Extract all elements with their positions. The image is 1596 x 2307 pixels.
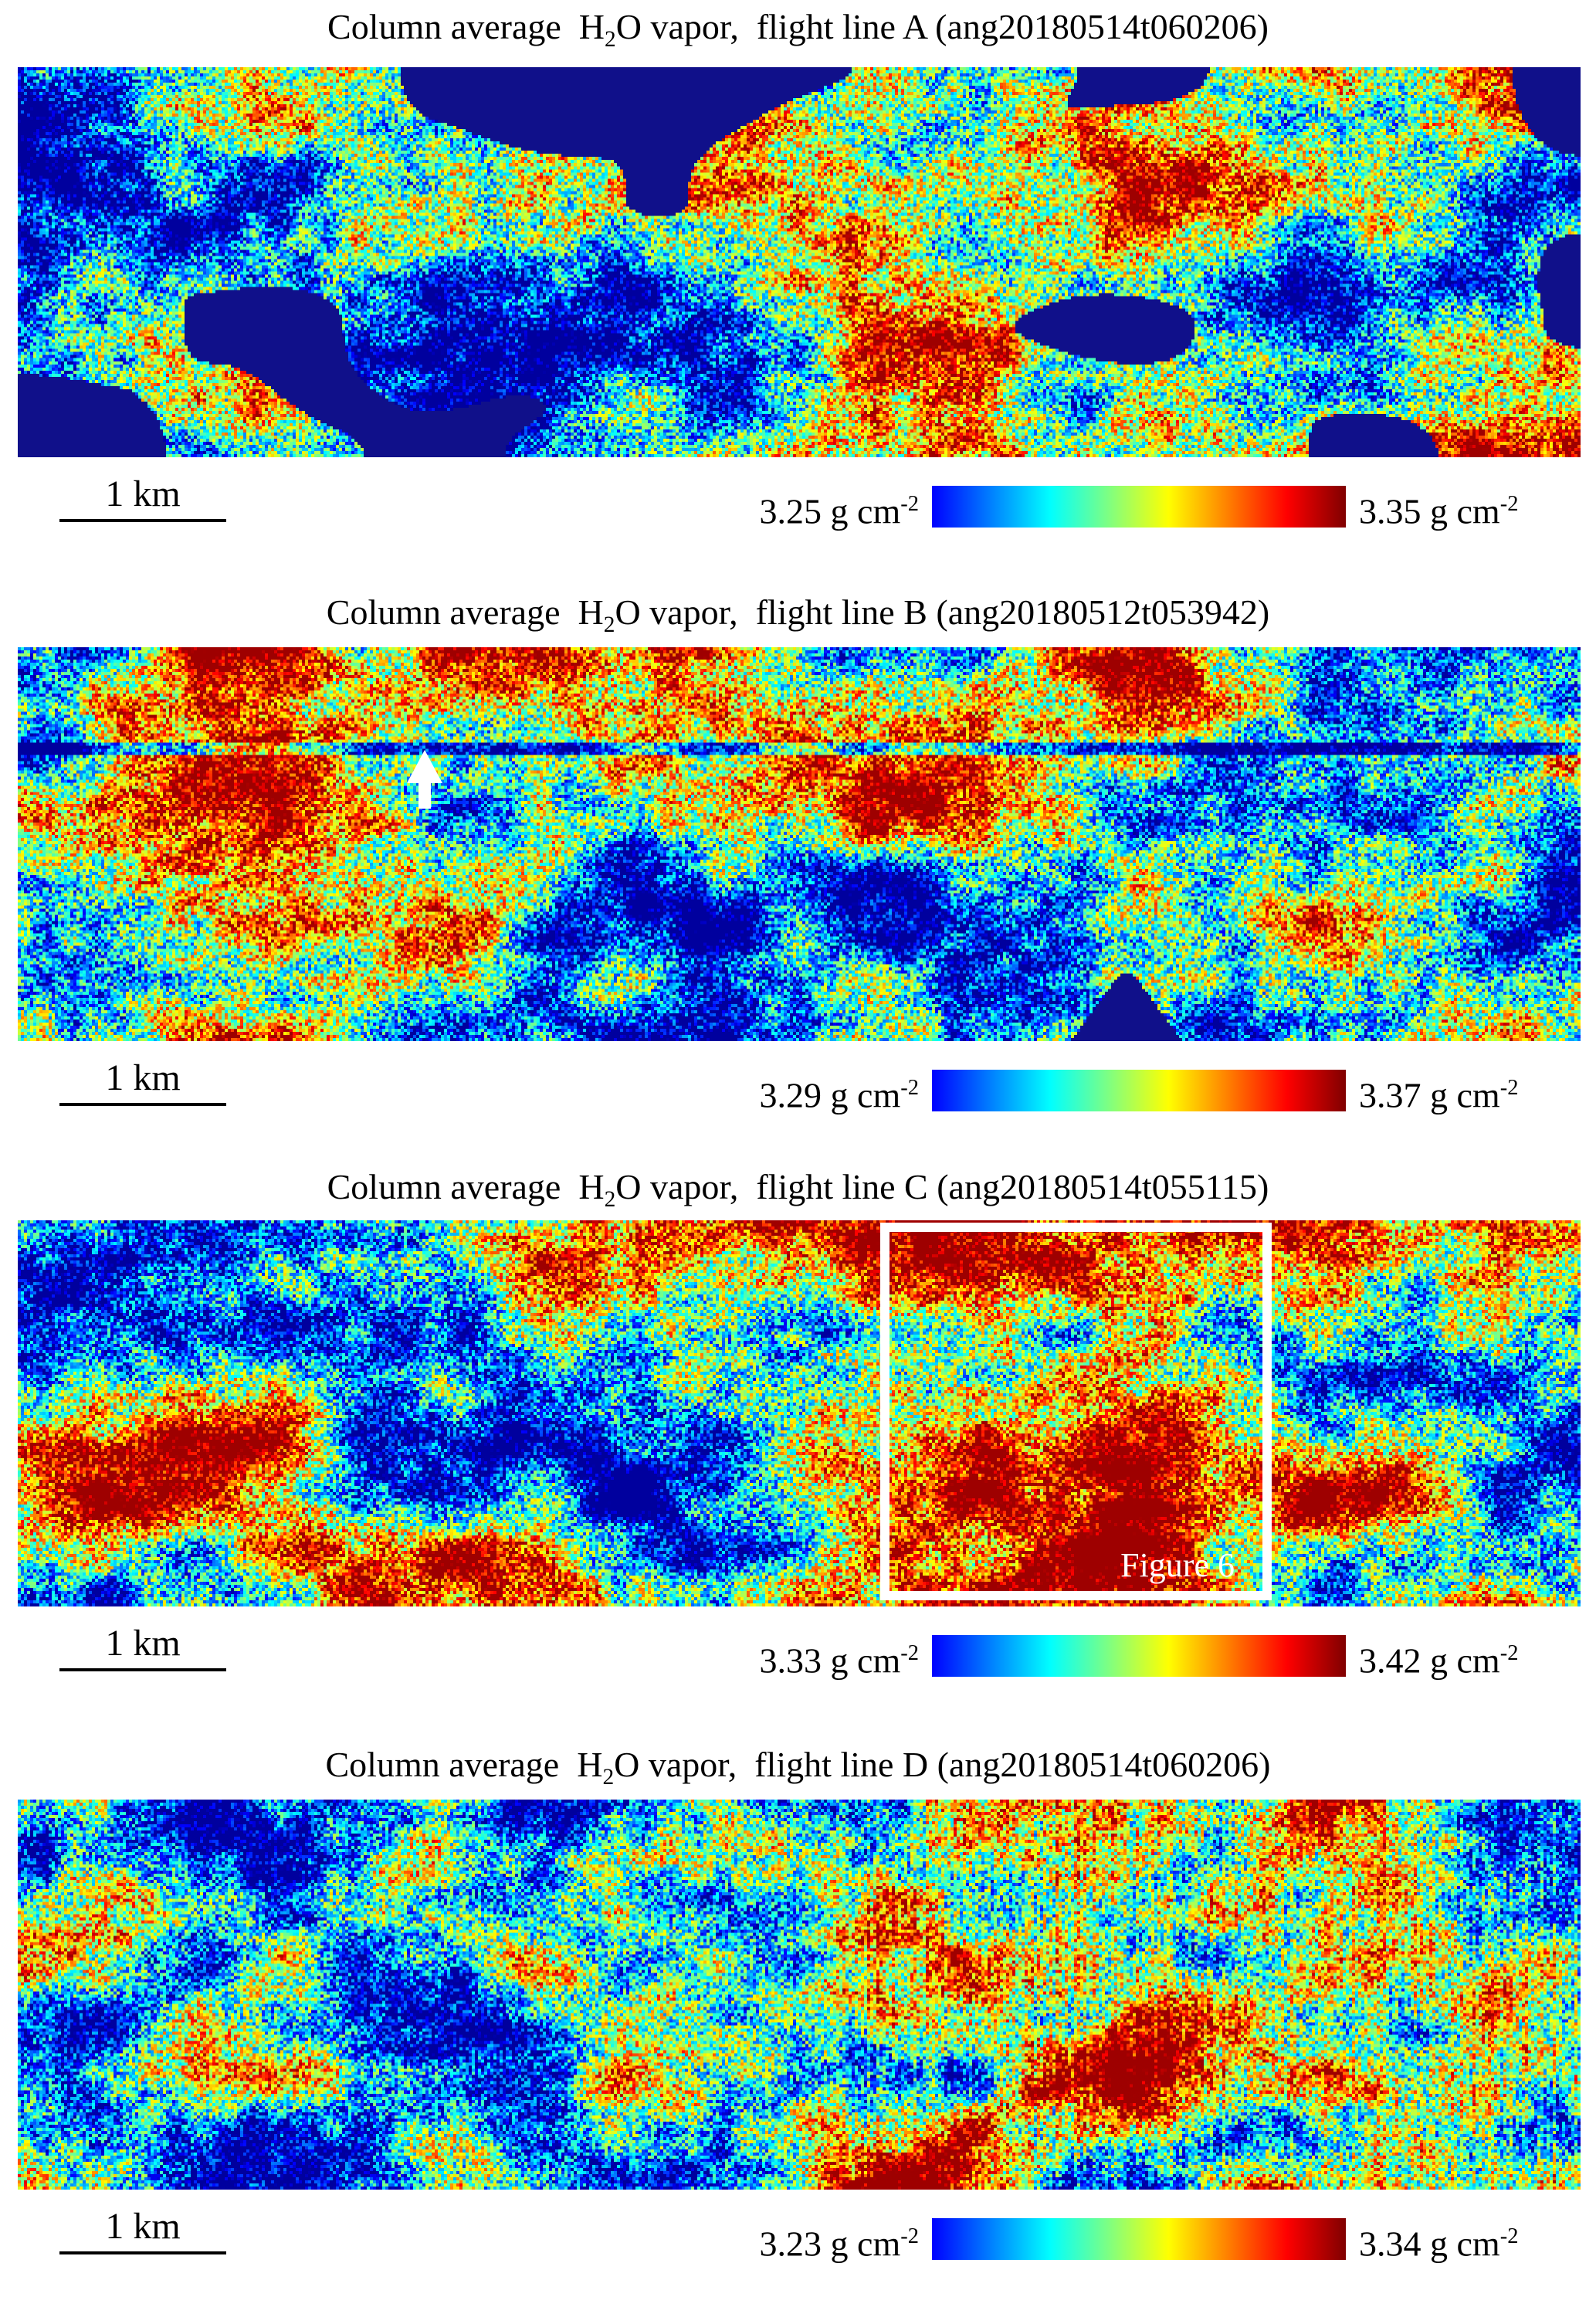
title-text: Column average H [326,592,604,632]
panel-d-title: Column average H2O vapor, flight line D … [0,1744,1596,1790]
title-text: Column average H [327,1167,605,1206]
panel-flight-line-d: Column average H2O vapor, flight line D … [0,1732,1596,2273]
heatmap-flight-line-b [18,647,1581,1041]
heatmap-canvas [18,1220,1581,1606]
colorbar-min-label: 3.29 g cm-2 [672,1066,919,1118]
unit-exponent: -2 [900,492,919,516]
unit-exponent: -2 [1499,2224,1519,2248]
title-text: O vapor, flight line D (ang20180514t0602… [614,1745,1271,1784]
panel-flight-line-c: Column average H2O vapor, flight line C … [0,1152,1596,1732]
scale-bar-line [59,1668,226,1671]
panel-d-footer: 1 km 3.23 g cm-2 3.34 g cm-2 [0,2206,1596,2307]
colorbar-min-value: 3.23 g cm [759,2224,901,2264]
panel-flight-line-b: Column average H2O vapor, flight line B … [0,578,1596,1152]
heatmap-flight-line-a [18,67,1581,457]
colorbar-max-value: 3.37 g cm [1359,1075,1500,1115]
colorbar-min-value: 3.29 g cm [759,1075,901,1115]
heatmap-canvas [18,67,1581,457]
colorbar-max-label: 3.37 g cm-2 [1359,1066,1596,1118]
colorbar-min-value: 3.33 g cm [759,1640,901,1681]
colorbar-max-value: 3.34 g cm [1359,2224,1500,2264]
colorbar-min-label: 3.25 g cm-2 [672,482,919,534]
title-subscript: 2 [602,1765,615,1790]
title-subscript: 2 [605,27,616,53]
panel-c-title: Column average H2O vapor, flight line C … [0,1166,1596,1213]
heatmap-canvas [18,1800,1581,2190]
title-subscript: 2 [603,612,615,638]
title-text: Column average H [327,7,605,46]
unit-exponent: -2 [1499,492,1519,516]
unit-exponent: -2 [900,1076,919,1100]
white-up-arrow-icon [407,750,442,809]
colorbar-gradient [932,1070,1346,1111]
panel-b-footer: 1 km 3.29 g cm-2 3.37 g cm-2 [0,1057,1596,1159]
panel-flight-line-a: Column average H2O vapor, flight line A … [0,0,1596,578]
colorbar-gradient [932,1635,1346,1677]
title-text: O vapor, flight line B (ang20180512t0539… [615,592,1270,632]
scale-bar-label: 1 km [105,2206,181,2247]
inset-outline-box: Figure 6 [880,1223,1272,1600]
heatmap-flight-line-d [18,1800,1581,2190]
scale-bar-line [59,2251,226,2254]
heatmap-flight-line-c: Figure 6 [18,1220,1581,1606]
unit-exponent: -2 [1499,1641,1519,1665]
inset-label: Figure 6 [1120,1546,1235,1584]
colorbar-gradient [932,486,1346,528]
unit-exponent: -2 [900,1641,919,1665]
colorbar-max-label: 3.34 g cm-2 [1359,2214,1596,2266]
scale-bar-label: 1 km [105,1623,181,1664]
title-text: O vapor, flight line A (ang20180514t0602… [615,7,1269,46]
colorbar-gradient [932,2218,1346,2260]
heatmap-canvas [18,647,1581,1041]
scale-bar-line [59,519,226,522]
colorbar-max-label: 3.35 g cm-2 [1359,482,1596,534]
scale-bar-label: 1 km [105,473,181,514]
title-subscript: 2 [604,1187,616,1213]
scale-bar-label: 1 km [105,1057,181,1098]
title-text: Column average H [325,1745,603,1784]
colorbar-max-value: 3.35 g cm [1359,491,1500,531]
panel-b-title: Column average H2O vapor, flight line B … [0,592,1596,638]
unit-exponent: -2 [900,2224,919,2248]
scale-bar-line [59,1103,226,1106]
colorbar-max-value: 3.42 g cm [1359,1640,1500,1681]
panel-a-title: Column average H2O vapor, flight line A … [0,6,1596,53]
colorbar-min-label: 3.33 g cm-2 [672,1631,919,1683]
panel-c-footer: 1 km 3.33 g cm-2 3.42 g cm-2 [0,1623,1596,1724]
colorbar-min-label: 3.23 g cm-2 [672,2214,919,2266]
colorbar-max-label: 3.42 g cm-2 [1359,1631,1596,1683]
unit-exponent: -2 [1499,1076,1519,1100]
title-text: O vapor, flight line C (ang20180514t0551… [615,1167,1269,1206]
panel-a-footer: 1 km 3.25 g cm-2 3.35 g cm-2 [0,473,1596,575]
colorbar-min-value: 3.25 g cm [759,491,901,531]
